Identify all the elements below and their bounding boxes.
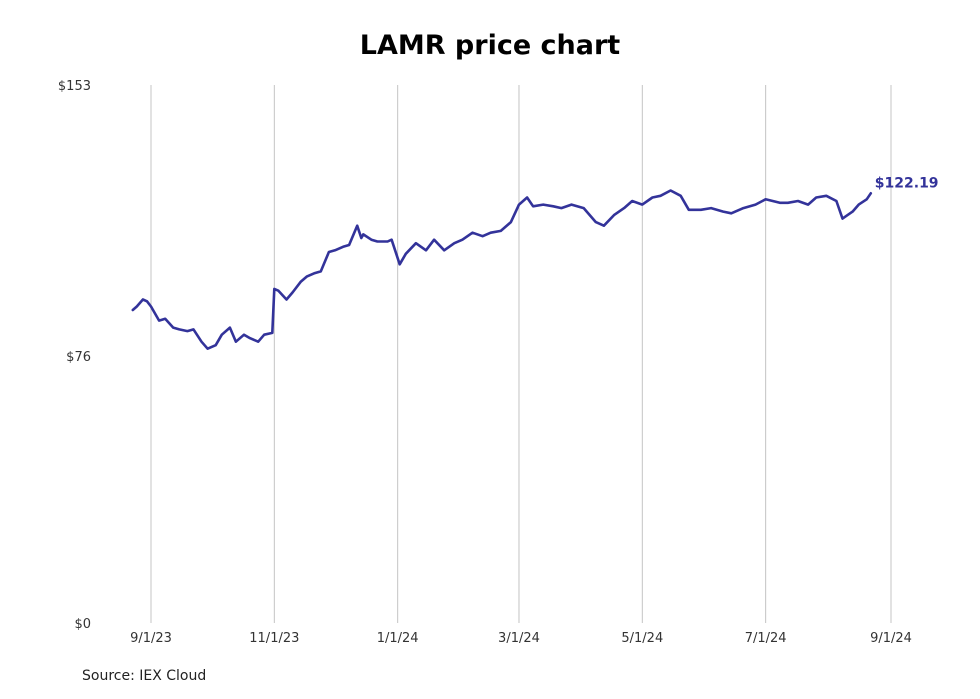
x-tick-label-3: 3/1/24: [498, 631, 540, 646]
x-tick-label-2: 1/1/24: [377, 631, 419, 646]
source-note: Source: IEX Cloud: [82, 668, 207, 684]
x-tick-label-5: 7/1/24: [745, 631, 787, 646]
x-tick-label-0: 9/1/23: [130, 631, 172, 646]
price-line: [131, 189, 873, 350]
y-tick-label-2: $153: [58, 79, 91, 94]
gridlines: [150, 85, 892, 623]
chart-title: LAMR price chart: [359, 30, 621, 61]
x-tick-label-1: 11/1/23: [249, 631, 299, 646]
y-tick-label-1: $76: [66, 350, 91, 365]
x-tick-label-4: 5/1/24: [621, 631, 663, 646]
y-tick-label-0: $0: [74, 617, 91, 632]
y-axis-ticks: $0 $76 $153: [58, 79, 91, 632]
x-tick-label-6: 9/1/24: [870, 631, 912, 646]
x-axis-ticks: 9/1/23 11/1/23 1/1/24 3/1/24 5/1/24 7/1/24 9/1…: [130, 631, 912, 646]
last-price-label: $122.19: [875, 175, 939, 191]
